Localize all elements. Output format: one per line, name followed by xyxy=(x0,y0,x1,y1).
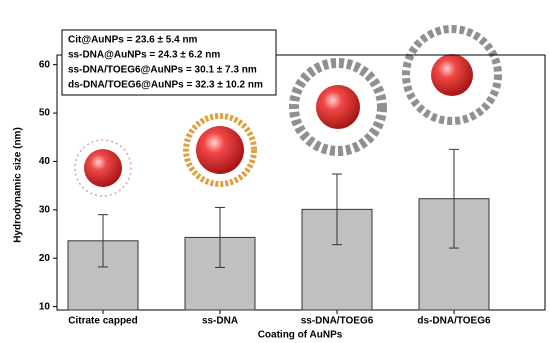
x-tick-label: ds-DNA/TOEG6 xyxy=(417,316,491,327)
y-tick-label: 20 xyxy=(39,253,51,264)
annotation: ss-DNA@AuNPs = 24.3 ± 6.2 nm xyxy=(68,50,220,61)
annotation: ss-DNA/TOEG6@AuNPs = 30.1 ± 7.3 nm xyxy=(68,65,257,76)
error-bar xyxy=(449,148,459,249)
x-tick-label: ss-DNA/TOEG6 xyxy=(301,316,374,327)
annotation: ds-DNA/TOEG6@AuNPs = 32.3 ± 10.2 nm xyxy=(68,80,263,91)
annotation: Cit@AuNPs = 23.6 ± 5.4 nm xyxy=(68,35,198,46)
y-tick-label: 60 xyxy=(39,59,51,70)
x-axis-label: Coating of AuNPs xyxy=(258,330,343,341)
error-bar xyxy=(332,173,342,246)
nanoparticle-illustrations xyxy=(74,25,502,197)
y-tick-label: 30 xyxy=(39,204,51,215)
x-tick-label: Citrate capped xyxy=(68,316,137,327)
y-tick-label: 10 xyxy=(39,301,51,312)
plot-frame xyxy=(56,54,546,311)
x-tick-label: ss-DNA xyxy=(202,316,238,327)
y-tick-label: 40 xyxy=(39,156,51,167)
y-axis-label: Hydrodynamic size (nm) xyxy=(13,127,24,243)
annotation-box xyxy=(61,29,277,96)
y-tick-label: 50 xyxy=(39,108,51,119)
error-bar xyxy=(98,214,108,268)
error-bar xyxy=(215,206,225,268)
